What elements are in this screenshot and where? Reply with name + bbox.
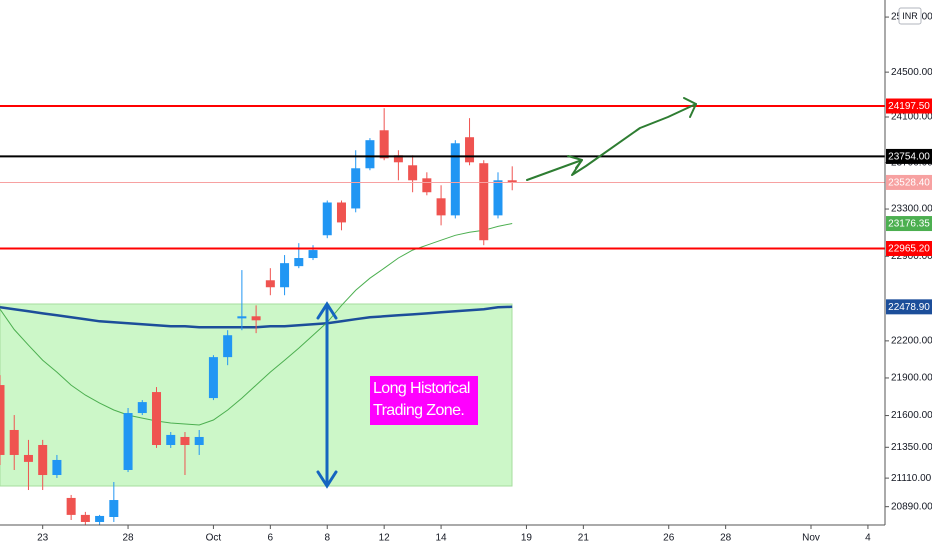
price-label-box bbox=[886, 299, 932, 315]
candle-body bbox=[123, 413, 133, 470]
arrow-head bbox=[316, 301, 338, 320]
candle-body bbox=[294, 258, 304, 267]
candle-body bbox=[166, 434, 176, 445]
arrow-head bbox=[683, 97, 697, 118]
candle-body bbox=[152, 392, 162, 445]
annotation-text: Long Historical bbox=[373, 380, 470, 397]
candle-body bbox=[52, 459, 62, 476]
candle-body bbox=[194, 436, 204, 445]
y-tick-label: 20890.00 bbox=[891, 501, 932, 512]
candle-body bbox=[280, 263, 290, 288]
y-tick-label: 24100.00 bbox=[891, 112, 932, 123]
x-tick-label: 23 bbox=[37, 533, 49, 544]
badge-box[interactable] bbox=[898, 7, 922, 25]
candle-body bbox=[80, 514, 90, 522]
x-tick-label: 28 bbox=[720, 533, 732, 544]
candle-body bbox=[0, 385, 5, 455]
y-tick-label: 22200.00 bbox=[891, 336, 932, 347]
price-label-box bbox=[886, 98, 932, 114]
x-tick-label: 14 bbox=[436, 533, 448, 544]
candle-body bbox=[436, 198, 446, 216]
y-tick-label: 24500.00 bbox=[891, 67, 932, 78]
candle-body bbox=[66, 497, 76, 515]
price-axis-bg bbox=[885, 0, 932, 550]
price-label: 24197.50 bbox=[888, 101, 930, 112]
arrow-mid bbox=[567, 155, 583, 169]
y-tick-label: 21350.00 bbox=[891, 442, 932, 453]
x-tick-label: 4 bbox=[865, 533, 871, 544]
candle-body bbox=[507, 180, 517, 183]
plot-area bbox=[0, 105, 885, 525]
y-tick-label: 21110.00 bbox=[891, 473, 932, 484]
candle-body bbox=[408, 165, 418, 181]
price-label-box bbox=[886, 216, 932, 232]
arrow-head bbox=[316, 470, 338, 489]
x-tick-label: 8 bbox=[324, 533, 330, 544]
badge-text[interactable]: INR bbox=[902, 11, 918, 21]
annotation-text: Trading Zone. bbox=[373, 402, 464, 419]
green-arrow bbox=[526, 97, 697, 181]
candle-body bbox=[365, 140, 375, 169]
candle-body bbox=[109, 500, 119, 517]
currency-badge[interactable]: INR bbox=[898, 7, 922, 25]
candle-body bbox=[393, 155, 403, 163]
candle-body bbox=[308, 250, 318, 259]
price-label-box bbox=[886, 174, 932, 190]
x-tick-label: 26 bbox=[663, 533, 675, 544]
candle-body bbox=[336, 202, 346, 223]
time-axis-bg bbox=[0, 525, 932, 550]
price-label: 23528.40 bbox=[888, 178, 930, 189]
blue-arrow bbox=[316, 301, 338, 489]
candle-body bbox=[251, 316, 261, 321]
y-tick-label: 21600.00 bbox=[891, 410, 932, 421]
price-label: 23754.00 bbox=[888, 152, 930, 163]
x-tick-label: Oct bbox=[206, 533, 222, 544]
candle-body bbox=[137, 402, 147, 414]
x-tick-label: 12 bbox=[379, 533, 391, 544]
y-tick-label: 23300.00 bbox=[891, 204, 932, 215]
candle-body bbox=[265, 280, 275, 288]
candle-body bbox=[38, 444, 48, 476]
candle-body bbox=[379, 130, 389, 159]
candle-body bbox=[351, 168, 361, 209]
x-tick-label: 6 bbox=[268, 533, 274, 544]
moving-average-line bbox=[0, 223, 513, 426]
y-tick-label: 21900.00 bbox=[891, 373, 932, 384]
candle-body bbox=[208, 357, 218, 399]
candle-body bbox=[237, 316, 247, 319]
candle-body bbox=[493, 180, 503, 216]
candle-body bbox=[422, 178, 432, 193]
candle-body bbox=[465, 137, 475, 163]
candle-body bbox=[180, 436, 190, 445]
candle-body bbox=[479, 163, 489, 241]
x-tick-label: 19 bbox=[521, 533, 533, 544]
price-label-box bbox=[886, 240, 932, 256]
y-tick-label: 22900.00 bbox=[891, 251, 932, 262]
x-tick-label: 21 bbox=[578, 533, 590, 544]
price-label: 22965.20 bbox=[888, 244, 930, 255]
annotation-box bbox=[370, 376, 478, 425]
price-label: 23176.35 bbox=[888, 219, 930, 230]
price-label: 22478.90 bbox=[888, 302, 930, 313]
candle-body bbox=[95, 515, 105, 522]
candle-body bbox=[9, 429, 19, 455]
candle-body bbox=[322, 202, 332, 236]
x-tick-label: Nov bbox=[802, 533, 820, 544]
candle-body bbox=[223, 335, 233, 358]
x-tick-label: 28 bbox=[122, 533, 134, 544]
price-label-box bbox=[886, 148, 932, 164]
candle-body bbox=[450, 143, 460, 216]
candle-body bbox=[23, 454, 33, 462]
